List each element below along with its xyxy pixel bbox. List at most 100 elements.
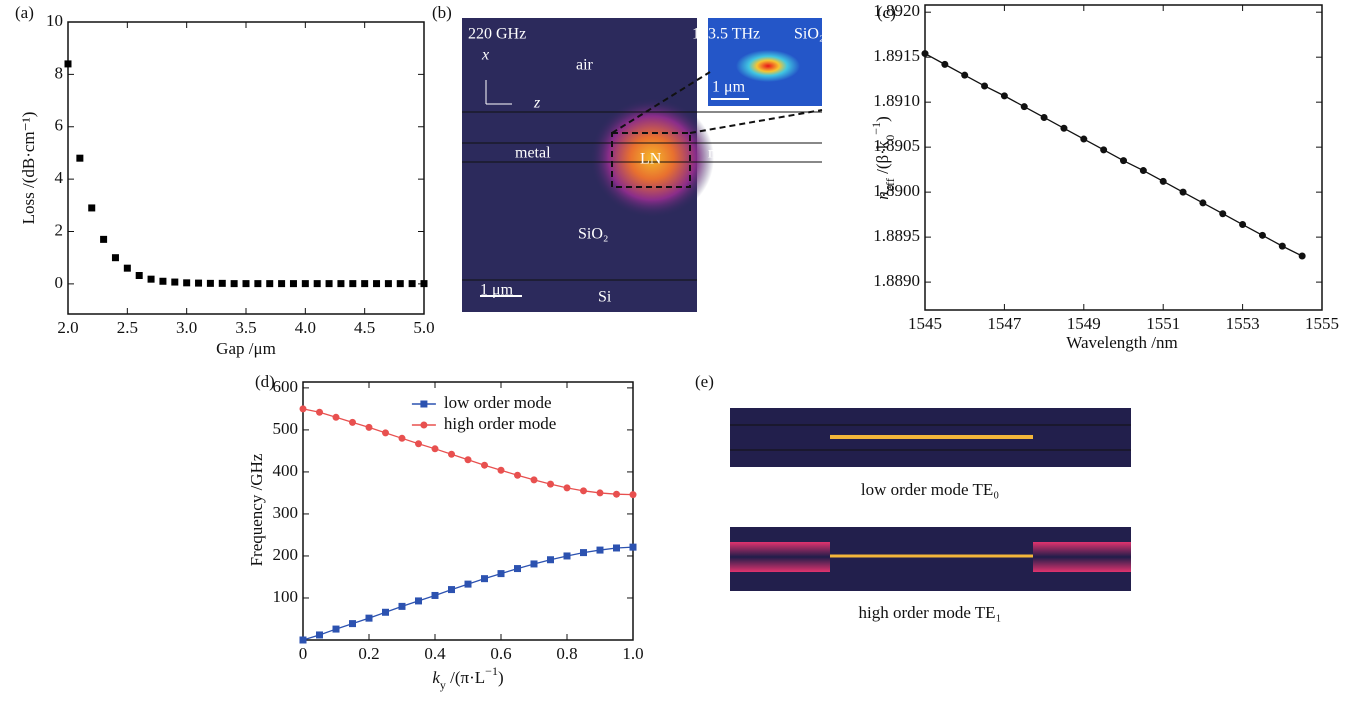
caption: high order mode TE₁ (859, 603, 1002, 622)
label: LN (640, 151, 662, 168)
data-point (498, 570, 505, 577)
y-tick-label: 1.8890 (873, 271, 920, 290)
label-part: eff (883, 178, 897, 191)
data-point (112, 254, 119, 261)
x-tick-label: 1553 (1226, 314, 1260, 333)
data-point (1041, 114, 1048, 121)
data-point (219, 280, 226, 287)
x-tick-label: 2.5 (117, 318, 138, 337)
data-point (316, 409, 323, 416)
legend-marker (420, 422, 427, 429)
data-point (531, 476, 538, 483)
label: x (481, 47, 489, 64)
y-axis-label: Frequency /GHz (247, 453, 266, 566)
data-point (630, 544, 637, 551)
data-point (564, 552, 571, 559)
panel-label: (d) (255, 372, 275, 391)
x-tick-label: 1549 (1067, 314, 1101, 333)
data-point (148, 276, 155, 283)
data-point (290, 280, 297, 287)
data-point (300, 405, 307, 412)
data-point (195, 280, 202, 287)
data-point (183, 279, 190, 286)
x-tick-label: 0 (299, 644, 308, 663)
data-point (243, 280, 250, 287)
legend-marker (420, 401, 427, 408)
inset-mode (736, 50, 800, 82)
caption: low order mode TE₀ (861, 480, 999, 499)
data-point (448, 451, 455, 458)
y-tick-label: 400 (273, 461, 299, 480)
data-point (481, 575, 488, 582)
y-tick-label: 600 (273, 377, 299, 396)
data-point (88, 204, 95, 211)
panel-label: (c) (877, 3, 896, 22)
x-tick-label: 1551 (1146, 314, 1180, 333)
label-part: ) (498, 668, 504, 687)
y-tick-label: 10 (46, 11, 63, 30)
data-point (580, 549, 587, 556)
legend-label: low order mode (444, 393, 552, 412)
label: z (533, 95, 541, 112)
x-tick-label: 1.0 (622, 644, 643, 663)
y-tick-label: 2 (55, 220, 64, 239)
y-tick-label: 200 (273, 545, 299, 564)
data-point (302, 280, 309, 287)
data-point (337, 280, 344, 287)
x-tick-label: 4.0 (295, 318, 316, 337)
data-point (314, 280, 321, 287)
data-point (415, 597, 422, 604)
x-tick-label: 0.8 (556, 644, 577, 663)
y-tick-label: 6 (55, 116, 64, 135)
data-point (399, 603, 406, 610)
data-point (465, 581, 472, 588)
plot-frame (68, 22, 424, 314)
y-tick-label: 100 (273, 587, 299, 606)
x-tick-label: 0.6 (490, 644, 511, 663)
data-point (409, 280, 416, 287)
y-tick-label: 500 (273, 419, 299, 438)
label: metal (515, 145, 551, 162)
label: 193.5 THz (692, 26, 760, 43)
data-point (514, 472, 521, 479)
legend-label: high order mode (444, 414, 556, 433)
y-tick-label: 4 (55, 168, 64, 187)
figure: 220 GHz x z air 193.5 THz SiO₂ 1 μm meta… (0, 0, 1360, 696)
data-point (630, 491, 637, 498)
data-point (981, 82, 988, 89)
label: 1 μm (480, 282, 514, 299)
data-point (349, 620, 356, 627)
y-tick-label: 0 (55, 273, 64, 292)
data-point (1080, 136, 1087, 143)
field-panel-e (730, 408, 1131, 591)
data-point (333, 414, 340, 421)
data-point (1021, 103, 1028, 110)
x-tick-label: 1547 (987, 314, 1022, 333)
x-tick-label: 3.0 (176, 318, 197, 337)
label-part: /(β·k (873, 140, 892, 178)
data-point (465, 456, 472, 463)
y-tick-label: 1.8895 (873, 226, 920, 245)
panel-label: (a) (15, 3, 34, 22)
data-point (361, 280, 368, 287)
data-point (547, 556, 554, 563)
data-point (159, 278, 166, 285)
x-tick-label: 5.0 (413, 318, 434, 337)
data-point (941, 61, 948, 68)
zoom-line (690, 110, 822, 133)
data-point (580, 487, 587, 494)
data-point (124, 265, 131, 272)
data-point (366, 615, 373, 622)
y-tick-label: 1.8910 (873, 91, 920, 110)
data-point (1199, 199, 1206, 206)
x-tick-label: 2.0 (57, 318, 78, 337)
label: metal (708, 145, 744, 162)
data-point (415, 440, 422, 447)
data-point (432, 592, 439, 599)
data-point (373, 280, 380, 287)
data-point (100, 236, 107, 243)
x-tick-label: 4.5 (354, 318, 375, 337)
mode-field (730, 542, 830, 572)
x-tick-label: 3.5 (235, 318, 256, 337)
data-point (613, 544, 620, 551)
